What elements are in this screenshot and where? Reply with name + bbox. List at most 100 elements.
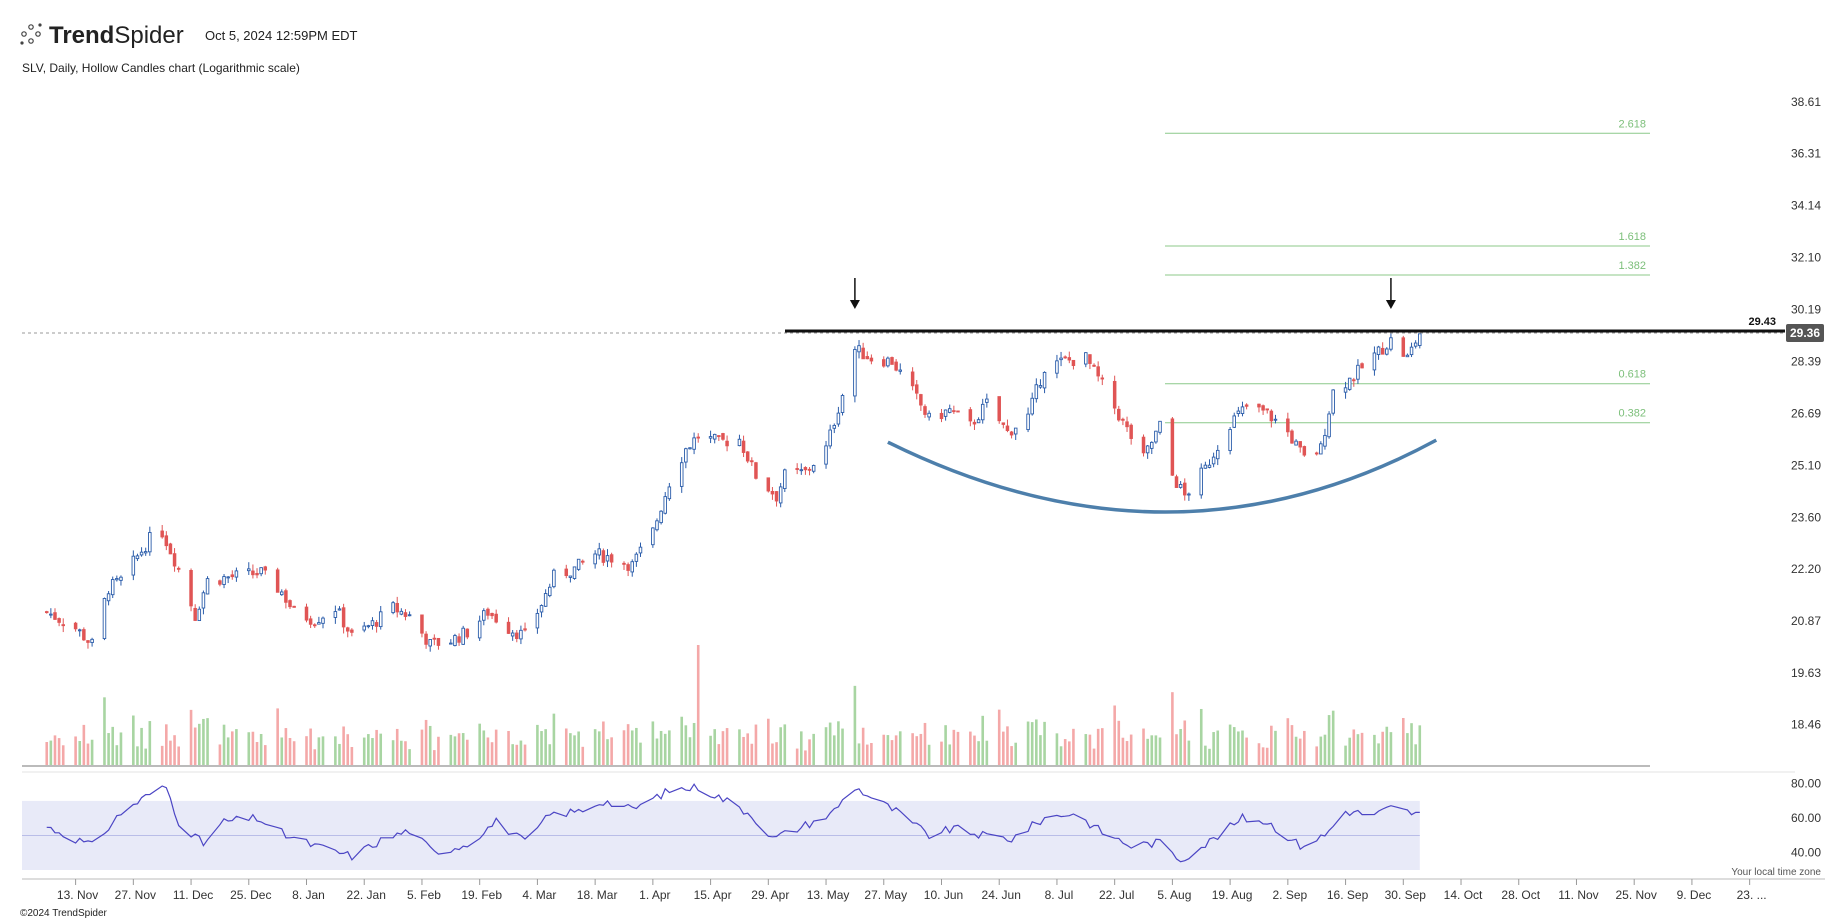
candle-body [1026, 413, 1030, 431]
candle-body [952, 410, 956, 413]
volume-bar [1113, 705, 1116, 765]
volume-bar [696, 645, 700, 765]
candle-body [799, 469, 804, 472]
volume-bar [635, 727, 638, 765]
volume-bar [49, 740, 53, 765]
candle-body [482, 610, 486, 621]
candle-body [1174, 476, 1179, 488]
candle-body [1183, 482, 1187, 496]
y-tick-label: 19.63 [1791, 666, 1821, 680]
volume-bar [1360, 732, 1364, 765]
x-tick-label: 8. Jul [1045, 888, 1074, 902]
volume-bar [692, 722, 696, 765]
candle-body [543, 593, 548, 607]
candle-body [943, 409, 948, 417]
candle-body [1005, 425, 1010, 432]
volume-bar [140, 727, 143, 765]
candle-body [980, 403, 985, 421]
y-tick-label: 30.19 [1791, 303, 1821, 317]
volume-bar [1125, 741, 1129, 765]
candle-body [1409, 346, 1414, 356]
candle-body [1290, 430, 1294, 444]
volume-bar [1043, 721, 1046, 765]
candle-body [193, 607, 197, 621]
candle-body [1385, 348, 1389, 355]
volume-bar [573, 735, 576, 765]
volume-bar [771, 743, 774, 765]
candle-body [750, 460, 754, 463]
candle-body [1294, 440, 1298, 446]
candle-body [49, 613, 53, 616]
volume-bar [1270, 725, 1273, 765]
candle-body [321, 617, 325, 624]
volume-bar [1204, 745, 1207, 765]
volume-bar [136, 746, 139, 765]
candle-body [77, 629, 82, 632]
candle-body [1071, 359, 1076, 366]
volume-bar [832, 735, 836, 765]
candle-body [898, 369, 903, 372]
candle-body [919, 394, 923, 406]
candle-body [882, 359, 886, 367]
candle-body [1067, 357, 1072, 361]
rsi-tick-label: 60.00 [1791, 811, 1821, 825]
candle-body [1030, 397, 1034, 415]
volume-bar [1084, 734, 1088, 765]
volume-bar [639, 742, 642, 765]
volume-bar [1121, 737, 1125, 765]
volume-bar [1068, 741, 1071, 765]
volume-bar [1002, 731, 1005, 765]
volume-bar [235, 729, 238, 765]
volume-bar [837, 721, 840, 765]
volume-bar [985, 740, 989, 765]
candle-body [189, 570, 193, 607]
volume-bar [1014, 742, 1018, 765]
volume-bar [482, 730, 486, 765]
candle-body [725, 440, 729, 447]
candle-body [1158, 420, 1162, 433]
volume-bar [1385, 726, 1389, 765]
candle-body [1418, 333, 1422, 346]
volume-bar [952, 729, 956, 765]
candle-body [609, 554, 614, 563]
candle-body [766, 477, 771, 492]
cup-pattern-curve [887, 438, 1438, 514]
x-tick-label: 23. ... [1737, 888, 1767, 902]
volume-bar [919, 733, 923, 765]
volume-bar [626, 724, 630, 765]
candle-body [783, 469, 787, 490]
volume-bar [581, 746, 585, 765]
y-tick-label: 38.61 [1791, 95, 1821, 109]
candle-body [53, 612, 57, 620]
volume-bar [1315, 746, 1319, 765]
x-tick-label: 5. Aug [1157, 888, 1191, 902]
volume-bar [1187, 740, 1191, 765]
volume-bar [486, 737, 490, 765]
volume-bar [395, 728, 399, 765]
volume-bar [783, 724, 787, 765]
volume-bar [750, 743, 754, 765]
volume-bar [1356, 734, 1360, 765]
volume-bar [247, 732, 251, 765]
volume-bar [144, 748, 147, 765]
volume-bar [857, 743, 861, 765]
volume-bar [841, 728, 844, 765]
candle-body [535, 612, 540, 629]
volume-bar [1414, 744, 1417, 765]
candle-body [506, 621, 511, 634]
volume-bar [725, 728, 729, 765]
candle-body [597, 548, 602, 556]
candle-body [1187, 493, 1191, 496]
volume-bar [1096, 728, 1100, 765]
candle-body [1042, 371, 1047, 389]
candle-body [828, 429, 832, 447]
candle-body [1232, 415, 1236, 428]
candle-body [494, 613, 498, 623]
candle-body [1228, 429, 1232, 451]
volume-bar [222, 724, 226, 765]
candle-body [259, 567, 263, 575]
volume-bar [1241, 730, 1244, 765]
candle-body [630, 561, 634, 573]
candle-body [222, 576, 226, 585]
candle-body [972, 421, 977, 425]
